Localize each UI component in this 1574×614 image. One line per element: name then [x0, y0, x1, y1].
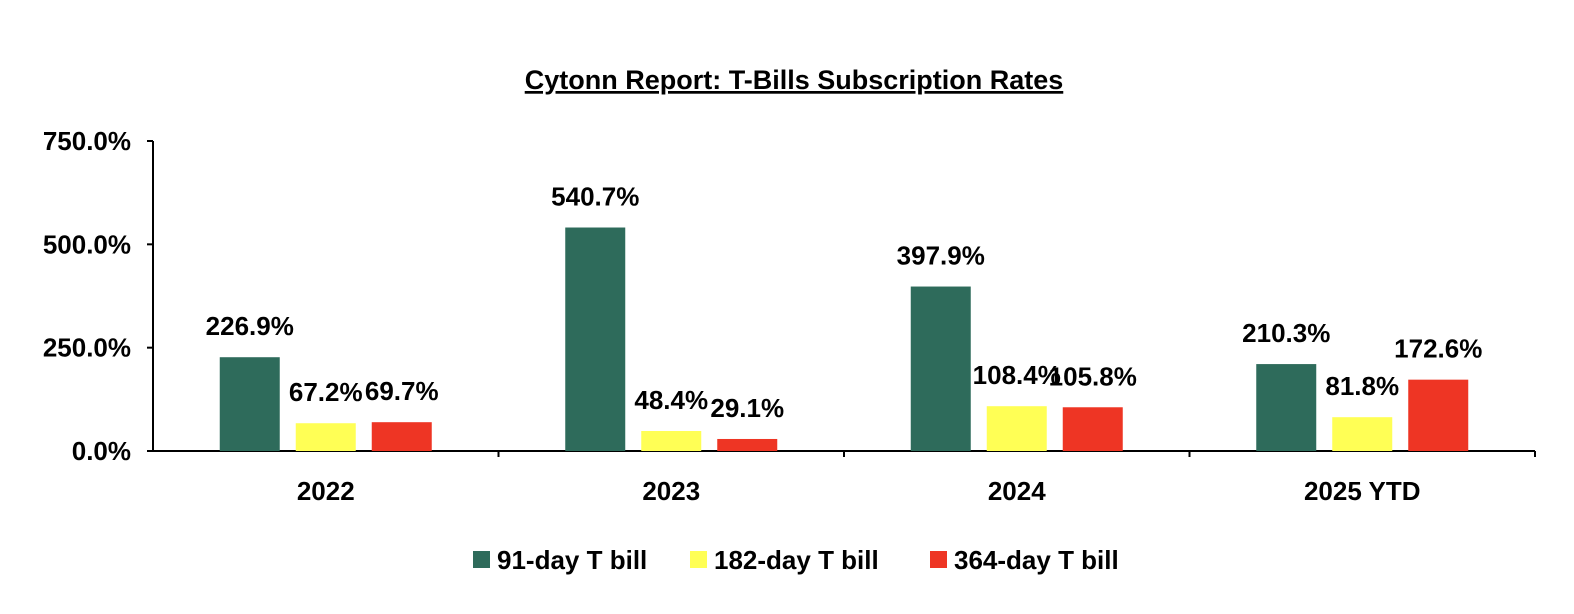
x-axis-tick-labels: 2022 2023 2024 2025 YTD — [297, 476, 1421, 506]
x-tick-label: 2024 — [988, 476, 1046, 506]
chart-title: Cytonn Report: T-Bills Subscription Rate… — [525, 65, 1064, 95]
bar — [717, 438, 778, 451]
legend-label: 364-day T bill — [954, 545, 1119, 575]
y-tick-label: 750.0% — [43, 126, 131, 156]
legend: 91-day T bill 182-day T bill 364-day T bil… — [473, 545, 1119, 575]
bar — [1408, 379, 1469, 451]
legend-label: 91-day T bill — [497, 545, 647, 575]
legend-item: 182-day T bill — [690, 545, 879, 575]
bar — [910, 286, 971, 451]
bar — [986, 406, 1047, 451]
axes — [147, 140, 1536, 457]
data-label: 105.8% — [1049, 361, 1137, 391]
bar — [1256, 364, 1317, 451]
legend-swatch — [473, 551, 490, 568]
bar — [565, 227, 626, 451]
data-label: 226.9% — [206, 311, 294, 341]
data-label: 397.9% — [897, 241, 985, 271]
y-tick-label: 250.0% — [43, 333, 131, 363]
data-labels: 226.9% 67.2% 69.7% 540.7% 48.4% 29.1% 397.9% 10… — [206, 182, 1483, 423]
data-label: 210.3% — [1242, 318, 1330, 348]
data-label: 29.1% — [710, 393, 784, 423]
data-label: 81.8% — [1325, 371, 1399, 401]
legend-item: 364-day T bill — [930, 545, 1119, 575]
bar — [1332, 417, 1393, 451]
x-tick-label: 2023 — [642, 476, 700, 506]
data-label: 48.4% — [634, 385, 708, 415]
bars — [219, 227, 1469, 451]
y-axis-tick-labels: 0.0% 250.0% 500.0% 750.0% — [43, 126, 131, 466]
data-label: 69.7% — [365, 376, 439, 406]
y-tick-label: 0.0% — [72, 436, 131, 466]
data-label: 540.7% — [551, 182, 639, 212]
data-label: 67.2% — [289, 377, 363, 407]
legend-item: 91-day T bill — [473, 545, 647, 575]
x-tick-label: 2025 YTD — [1304, 476, 1421, 506]
data-label: 172.6% — [1394, 334, 1482, 364]
legend-label: 182-day T bill — [714, 545, 879, 575]
bar — [641, 430, 702, 451]
bar — [371, 422, 432, 451]
legend-swatch — [690, 551, 707, 568]
data-label: 108.4% — [973, 360, 1061, 390]
bar — [295, 423, 356, 451]
bar — [219, 357, 280, 451]
bar — [1062, 407, 1123, 451]
y-tick-label: 500.0% — [43, 229, 131, 259]
x-tick-label: 2022 — [297, 476, 355, 506]
legend-swatch — [930, 551, 947, 568]
